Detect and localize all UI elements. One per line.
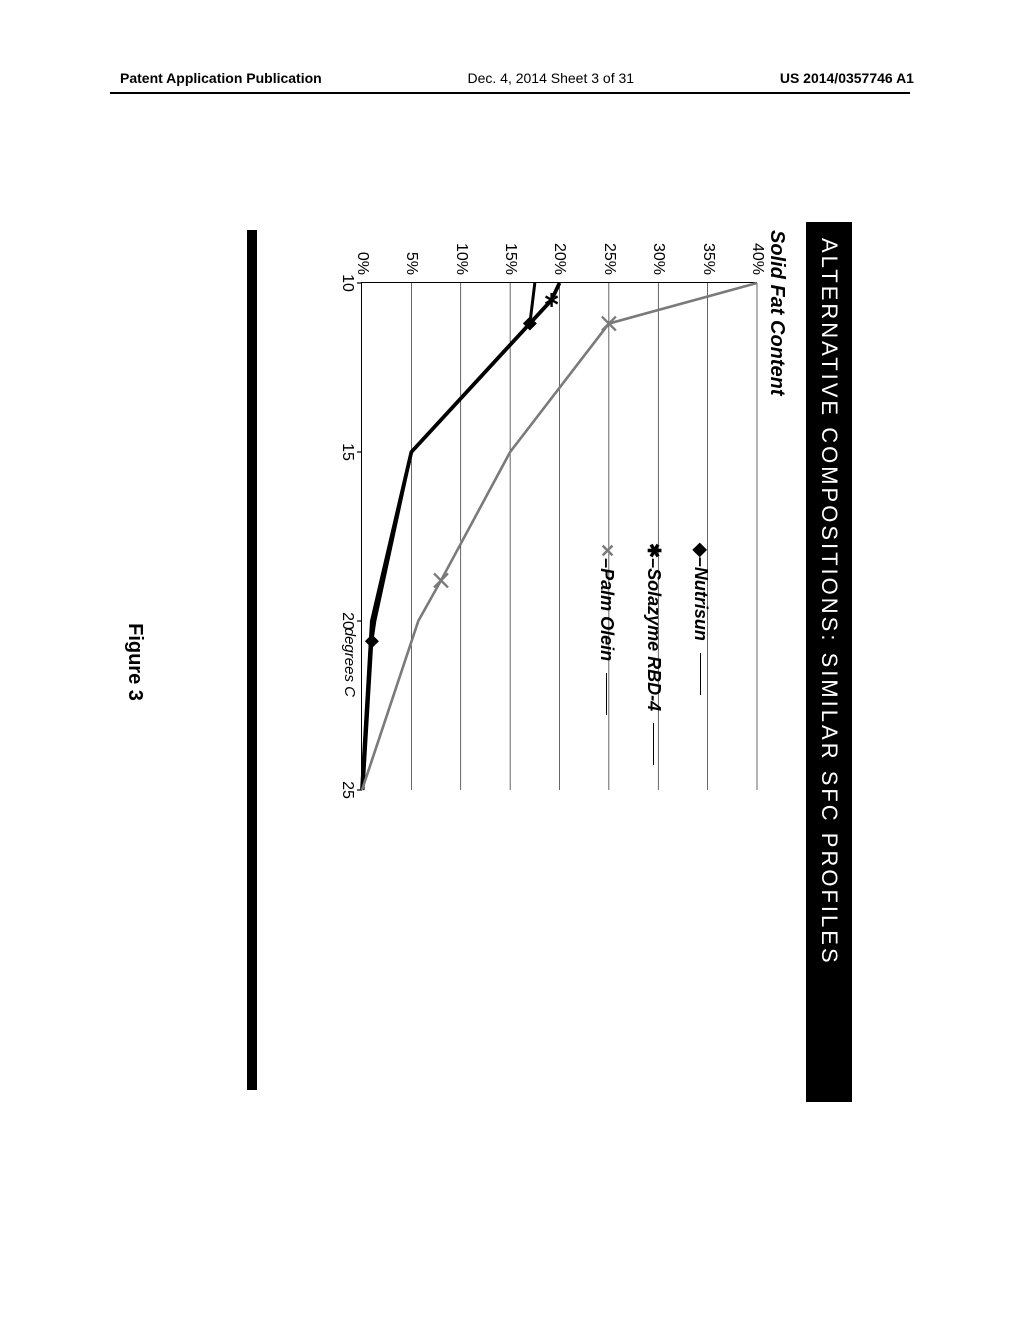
figure-caption: Figure 3: [123, 623, 146, 701]
figure-title-bar: ALTERNATIVE COMPOSITIONS: SIMILAR SFC PR…: [806, 222, 852, 1102]
legend-trailing-dash: [653, 723, 654, 765]
figure-baseline-bar: [247, 230, 257, 1090]
x-tick-label: 10: [338, 274, 362, 292]
page-header: Patent Application Publication Dec. 4, 2…: [0, 70, 1024, 86]
figure-container: ALTERNATIVE COMPOSITIONS: SIMILAR SFC PR…: [172, 222, 852, 1102]
x-axis-label: degrees C: [341, 628, 358, 697]
legend-entry: ✱–Solazyme RBD-4: [643, 543, 664, 711]
y-tick-label: 35%: [699, 243, 717, 283]
legend-item: ✱–Solazyme RBD-4: [643, 543, 664, 765]
header-rule: [110, 92, 910, 94]
chart: 0%5%10%15%20%25%30%35%40% 10152025 degre…: [327, 230, 757, 790]
y-tick-label: 5%: [402, 252, 420, 283]
figure-subtitle: Solid Fat Content: [761, 222, 806, 1102]
x-tick-label: 25: [338, 781, 362, 799]
legend-trailing-dash: [606, 673, 607, 715]
legend: ◆–Nutrisun ✱–Solazyme RBD-4 ✕–Palm Olein: [570, 543, 711, 765]
legend-trailing-dash: [700, 653, 701, 695]
legend-entry: ◆–Nutrisun: [690, 543, 711, 641]
y-tick-label: 15%: [501, 243, 519, 283]
y-tick-label: 25%: [600, 243, 618, 283]
legend-item: ✕–Palm Olein: [596, 543, 617, 765]
y-tick-label: 10%: [452, 243, 470, 283]
legend-item: ◆–Nutrisun: [690, 543, 711, 765]
header-right: US 2014/0357746 A1: [780, 70, 914, 86]
header-left: Patent Application Publication: [120, 70, 322, 86]
y-tick-label: 30%: [649, 243, 667, 283]
header-center: Dec. 4, 2014 Sheet 3 of 31: [467, 70, 634, 86]
x-tick-label: 15: [338, 443, 362, 461]
figure-rotated: ALTERNATIVE COMPOSITIONS: SIMILAR SFC PR…: [172, 222, 852, 1102]
plot-area: 0%5%10%15%20%25%30%35%40% 10152025 degre…: [361, 282, 757, 790]
y-tick-label: 20%: [551, 243, 569, 283]
legend-entry: ✕–Palm Olein: [596, 543, 617, 661]
y-tick-label: 40%: [748, 243, 766, 283]
